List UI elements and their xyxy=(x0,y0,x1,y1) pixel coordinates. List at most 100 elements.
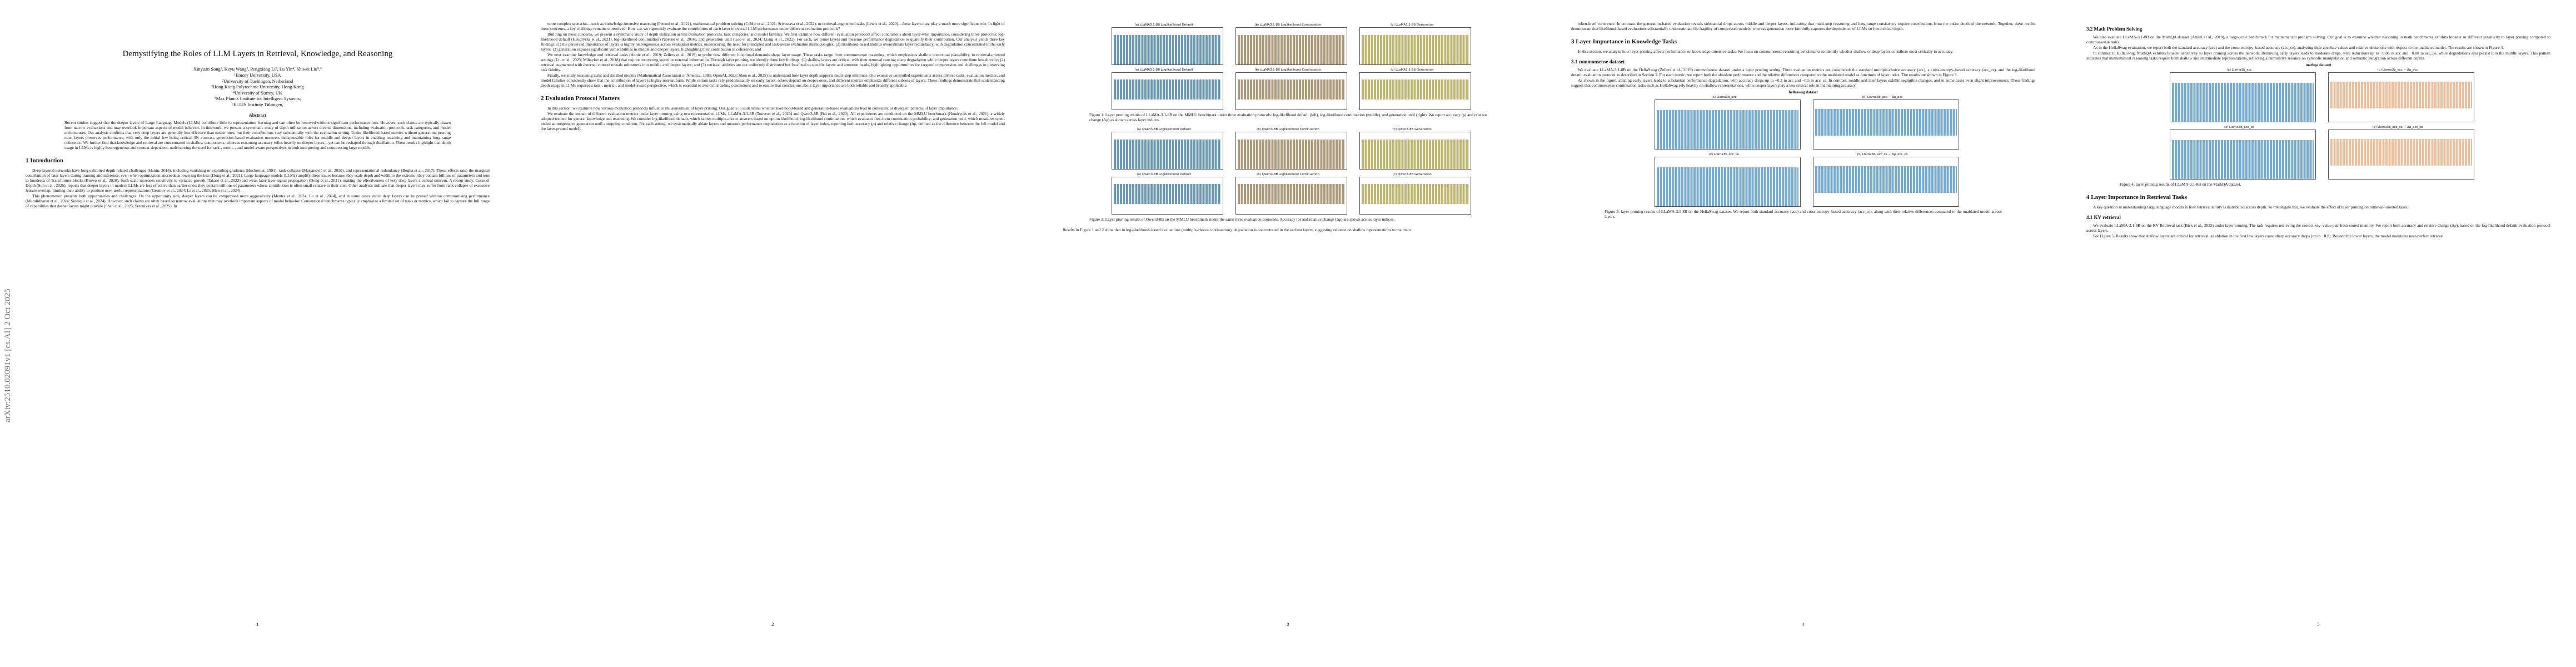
panel: (c) Llama3b_acc_ce xyxy=(2163,126,2316,180)
paper-page: more complex scenarios—such as knowledge… xyxy=(515,0,1030,667)
plot-area xyxy=(1235,72,1348,110)
plot-area xyxy=(1654,99,1801,150)
bar-pattern xyxy=(1362,79,1469,100)
figure: mathqa dataset (a) Llama3b_acc (b) Llama3b… xyxy=(2163,63,2474,180)
paragraph: We next examine knowledge and retrieval … xyxy=(541,52,1005,72)
abstract: Recent studies suggest that the deeper l… xyxy=(64,120,451,150)
affiliation: ¹Emory University, USA xyxy=(234,72,281,78)
page-number: 3 xyxy=(1287,622,1289,627)
figure-caption: Figure 1: Layer pruning results of LLaMA… xyxy=(1089,112,1487,122)
panel: (a) LLaMA3.1-8B Loglikelihood Default xyxy=(1105,68,1223,110)
figure-caption: Figure 4: layer pruning results of LLaMA… xyxy=(2120,182,2241,187)
figure-heading: hellaswag dataset xyxy=(1788,90,1818,94)
bar-pattern xyxy=(1362,183,1469,205)
affiliation: ⁴University of Surrey, UK xyxy=(233,89,282,96)
plot-area xyxy=(1235,132,1348,170)
paper-page: token-level coherence. In contrast, the … xyxy=(1546,0,2061,667)
arxiv-stamp: arXiv:2510.02091v1 [cs.AI] 2 Oct 2025 xyxy=(3,156,14,422)
panel: (b) LLaMA3.1-8B Loglikelihood Continuati… xyxy=(1229,68,1348,110)
affiliation: ⁵Max Planck Institute for Intelligent Sy… xyxy=(214,96,301,101)
panel-title: (b) LLaMA3.1-8B Loglikelihood Continuati… xyxy=(1254,23,1322,27)
bar-pattern xyxy=(2330,81,2472,109)
section-heading: 2 Evaluation Protocol Matters xyxy=(541,95,620,102)
paper-page: arXiv:2510.02091v1 [cs.AI] 2 Oct 2025 Dem… xyxy=(0,0,515,667)
plot-area xyxy=(1235,177,1348,215)
panel: (b) Llama3b_acc − Δρ_acc xyxy=(1806,96,1959,150)
page-number: 2 xyxy=(771,622,774,627)
section-heading: 1 Introduction xyxy=(26,157,63,164)
panel-title: (c) Qwen3-8B Generation xyxy=(1392,173,1432,176)
bar-pattern xyxy=(1113,183,1221,205)
panel: (a) Llama3b_acc xyxy=(1648,96,1801,150)
paragraph: In contrast to HellaSwag, MathQA exhibit… xyxy=(2086,51,2550,61)
plot-area xyxy=(1359,72,1472,110)
paragraph: As shown in the figure, ablating early l… xyxy=(1571,78,2035,88)
page-number: 5 xyxy=(2317,622,2320,627)
paragraph: In this section, we analyze how layer pr… xyxy=(1578,49,1954,54)
panel-title: (d) Llama3b_acc_ce − Δρ_acc_ce xyxy=(1857,153,1908,156)
panel-title: (c) Llama3b_acc_ce xyxy=(1708,153,1740,156)
panel-title: (b) LLaMA3.1-8B Loglikelihood Continuati… xyxy=(1254,68,1322,72)
bar-pattern xyxy=(1656,167,1798,206)
plot-area xyxy=(1111,132,1223,170)
paragraph: We also evaluate LLaMA-3.1-8B on the Mat… xyxy=(2086,34,2550,44)
arxiv-id: arXiv:2510.02091v1 [cs.AI] 2 Oct 2025 xyxy=(3,288,12,422)
plot-area xyxy=(2169,72,2316,122)
bar-pattern xyxy=(2171,140,2314,179)
panel: (d) Llama3b_acc_ce − Δρ_acc_ce xyxy=(2321,126,2474,180)
plot-area xyxy=(1359,27,1472,65)
abstract-heading: Abstract xyxy=(248,112,267,118)
panel: (a) Llama3b_acc xyxy=(2163,68,2316,122)
panel-title: (a) LLaMA3.1-8B Loglikelihood Default xyxy=(1134,68,1193,72)
bar-pattern xyxy=(1815,108,1957,136)
panel-title: (a) Qwen3-8B Loglikelihood Default xyxy=(1137,173,1191,176)
paragraph: See Figure 5. Results show that shallow … xyxy=(2093,233,2444,238)
plot-area xyxy=(1654,157,1801,207)
bar-pattern xyxy=(2330,138,2472,166)
bar-pattern xyxy=(1362,140,1469,169)
figure-caption: Figure 3: layer pruning results of LLaMA… xyxy=(1605,209,2002,219)
panel-title: (c) Llama3b_acc_ce xyxy=(2224,126,2255,129)
panel: (a) Qwen3-8B Loglikelihood Default xyxy=(1105,128,1223,170)
panel: (c) Llama3b_acc_ce xyxy=(1648,153,1801,207)
paragraph: Deep-layered networks have long exhibite… xyxy=(26,168,490,193)
authors: Xinyuan Song¹, Keyu Wang², Pengxiang Li³… xyxy=(193,66,322,72)
subsection-heading: 3.1 commonsense dataset xyxy=(1571,59,1625,64)
panel-title: (a) LLaMA3.1-8B Loglikelihood Default xyxy=(1134,23,1193,27)
panel: (c) Qwen3-8B Generation xyxy=(1353,128,1472,170)
affiliation: ⁶ELLIS Institute Tübingen, xyxy=(232,101,283,107)
paragraph: Finally, we study reasoning tasks and di… xyxy=(541,73,1005,88)
figure-heading: mathqa dataset xyxy=(2305,63,2331,67)
panel-title: (d) Llama3b_acc_ce − Δρ_acc_ce xyxy=(2372,126,2423,129)
panel: (c) LLaMA3.1-8B Generation xyxy=(1353,68,1472,110)
section-heading: 4 Layer Importance in Retrieval Tasks xyxy=(2086,194,2187,201)
section-heading: 3 Layer Importance in Knowledge Tasks xyxy=(1571,38,1677,45)
panel-grid: (a) LLaMA3.1-8B Loglikelihood Default (b)… xyxy=(1105,23,1472,110)
panel: (a) LLaMA3.1-8B Loglikelihood Default xyxy=(1105,23,1223,65)
panel-title: (b) Llama3b_acc − Δρ_acc xyxy=(1862,96,1903,99)
paragraph: We evaluate LLaMA-3.1-8B on the HellaSwa… xyxy=(1571,67,2035,77)
bar-pattern xyxy=(2171,82,2314,122)
plot-area xyxy=(1359,132,1472,170)
bar-pattern xyxy=(1656,109,1798,149)
panel: (b) Llama3b_acc − Δρ_acc xyxy=(2321,68,2474,122)
paragraph: token-level coherence. In contrast, the … xyxy=(1571,21,2035,31)
bar-pattern xyxy=(1113,140,1221,169)
figure: hellaswag dataset (a) Llama3b_acc (b) Llam… xyxy=(1648,90,1959,207)
panel: (b) Qwen3-8B Loglikelihood Continuation xyxy=(1229,128,1348,170)
paragraph: We evaluate LLaMA-3.1-8B on the KV Retri… xyxy=(2086,223,2550,233)
bar-pattern xyxy=(1237,79,1346,100)
paragraph: As in the HellaSwag evaluation, we repor… xyxy=(2093,45,2504,50)
page-number: 1 xyxy=(256,622,259,627)
panel-title: (b) Qwen3-8B Loglikelihood Continuation xyxy=(1257,128,1319,131)
panel-title: (b) Qwen3-8B Loglikelihood Continuation xyxy=(1257,173,1319,176)
paper-page: 3.2 Math Problem Solving We also evaluate… xyxy=(2061,0,2576,667)
panel-grid: (a) Qwen3-8B Loglikelihood Default (b) Qw… xyxy=(1105,128,1472,215)
panel: (c) Qwen3-8B Generation xyxy=(1353,173,1472,215)
panel-title: (c) LLaMA3.1-8B Generation xyxy=(1391,68,1434,72)
paragraph: Building on these concerns, we present a… xyxy=(541,32,1005,52)
paragraph: more complex scenarios—such as knowledge… xyxy=(541,21,1005,31)
paper-title: Demystifying the Roles of LLM Layers in … xyxy=(122,49,393,58)
